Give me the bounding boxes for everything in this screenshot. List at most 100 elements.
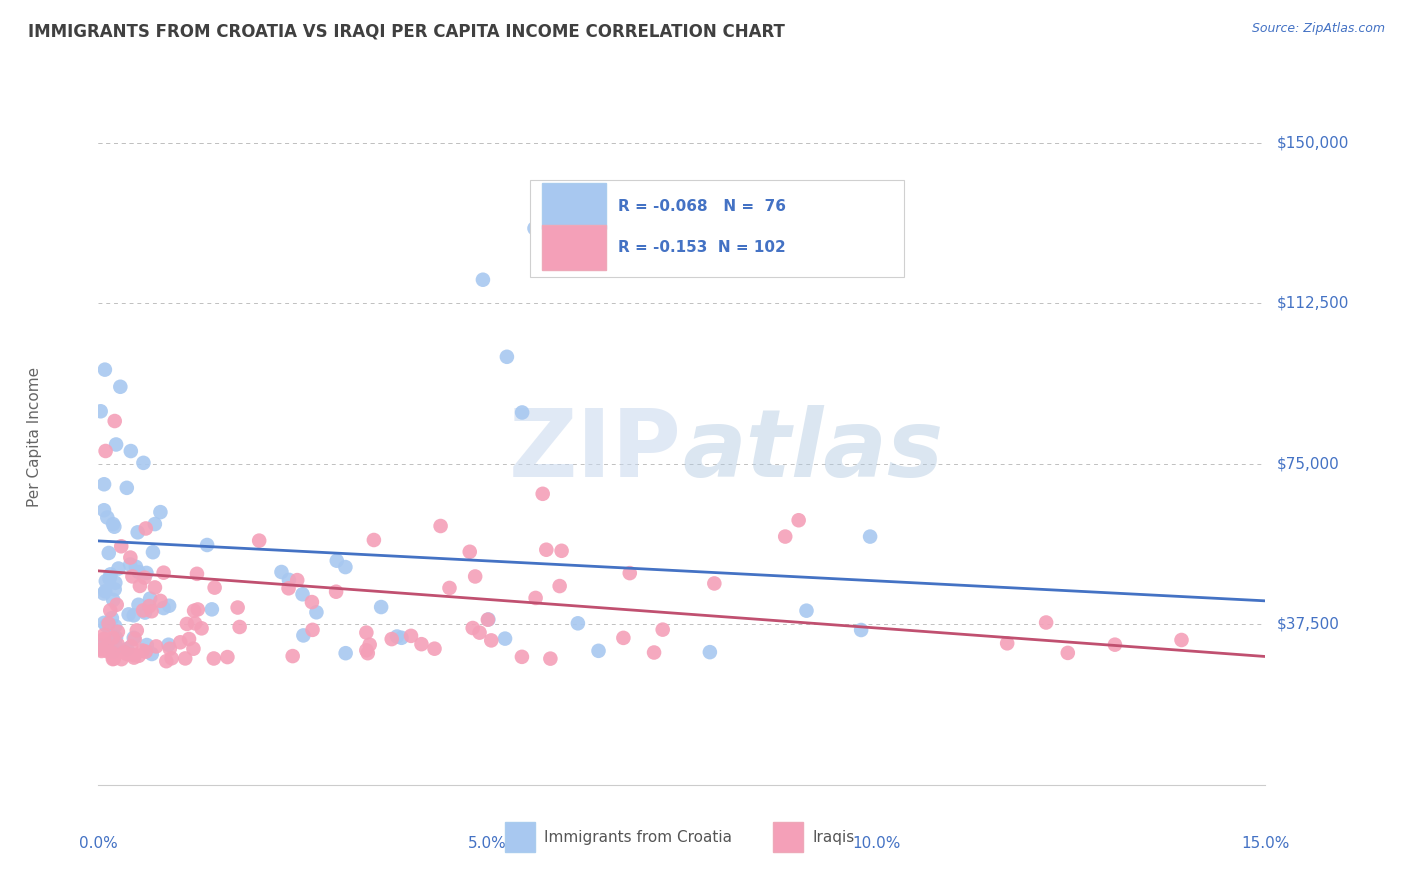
Point bbox=[135, 566, 157, 580]
Point bbox=[124, 632, 146, 646]
Point bbox=[122, 608, 145, 623]
Point bbox=[131, 643, 153, 657]
Point bbox=[120, 444, 142, 458]
Text: $37,500: $37,500 bbox=[1277, 617, 1340, 632]
Point bbox=[135, 645, 157, 659]
Text: Iraqis: Iraqis bbox=[813, 830, 855, 845]
Point bbox=[423, 641, 446, 656]
Point bbox=[471, 273, 494, 287]
Point bbox=[101, 644, 124, 658]
Text: R = -0.068   N =  76: R = -0.068 N = 76 bbox=[617, 199, 786, 213]
Point bbox=[773, 530, 796, 544]
Point bbox=[496, 350, 519, 364]
Point bbox=[101, 517, 124, 532]
Point bbox=[157, 599, 180, 613]
Text: $150,000: $150,000 bbox=[1277, 136, 1348, 150]
Point bbox=[479, 633, 502, 648]
Point bbox=[1170, 632, 1192, 647]
Point bbox=[464, 569, 486, 583]
Point bbox=[138, 599, 160, 613]
Point bbox=[103, 593, 125, 607]
Point bbox=[97, 546, 120, 560]
Point bbox=[270, 565, 292, 579]
Point bbox=[110, 380, 132, 394]
Point bbox=[995, 636, 1018, 650]
Point bbox=[796, 604, 818, 618]
Point bbox=[1056, 646, 1078, 660]
Point bbox=[90, 642, 112, 657]
Point bbox=[120, 558, 142, 572]
Point bbox=[301, 623, 323, 637]
Point bbox=[122, 631, 145, 645]
Point bbox=[121, 569, 143, 583]
Point bbox=[122, 650, 145, 665]
FancyBboxPatch shape bbox=[505, 822, 534, 853]
Point bbox=[186, 566, 208, 581]
Point bbox=[305, 605, 328, 619]
Point bbox=[128, 565, 150, 579]
Point bbox=[184, 616, 207, 631]
Point bbox=[110, 539, 132, 553]
Point bbox=[93, 586, 115, 600]
Point bbox=[125, 559, 148, 574]
Point bbox=[103, 519, 125, 533]
Point bbox=[98, 572, 121, 586]
Point bbox=[429, 519, 451, 533]
Text: 5.0%: 5.0% bbox=[468, 837, 506, 851]
Text: Immigrants from Croatia: Immigrants from Croatia bbox=[544, 830, 733, 845]
Point bbox=[217, 650, 239, 665]
Point bbox=[357, 646, 380, 660]
Point bbox=[538, 651, 561, 665]
Point bbox=[104, 637, 127, 651]
FancyBboxPatch shape bbox=[773, 822, 803, 853]
Point bbox=[523, 221, 546, 235]
Point bbox=[370, 600, 392, 615]
Point bbox=[155, 654, 177, 668]
Point bbox=[115, 481, 138, 495]
Point bbox=[107, 561, 129, 575]
Point bbox=[548, 579, 571, 593]
Point bbox=[190, 621, 212, 635]
Point bbox=[152, 601, 174, 615]
Text: Source: ZipAtlas.com: Source: ZipAtlas.com bbox=[1251, 22, 1385, 36]
Point bbox=[439, 581, 461, 595]
Point bbox=[226, 600, 249, 615]
Point bbox=[285, 573, 308, 587]
Point bbox=[787, 513, 810, 527]
Point bbox=[94, 574, 117, 588]
Point bbox=[110, 652, 132, 666]
Point bbox=[651, 623, 673, 637]
Point bbox=[201, 602, 224, 616]
Point bbox=[135, 521, 157, 535]
Point bbox=[128, 598, 150, 612]
Point bbox=[134, 571, 156, 585]
Point bbox=[567, 616, 589, 631]
Point bbox=[849, 623, 872, 637]
Point bbox=[94, 618, 117, 632]
Point bbox=[326, 554, 349, 568]
Point bbox=[120, 640, 142, 654]
Text: 15.0%: 15.0% bbox=[1241, 837, 1289, 851]
Point bbox=[97, 637, 120, 651]
Point bbox=[101, 611, 124, 625]
Point bbox=[411, 637, 433, 651]
Point bbox=[458, 545, 481, 559]
Point bbox=[381, 632, 404, 646]
Point bbox=[143, 517, 166, 532]
Point bbox=[100, 567, 122, 582]
Point bbox=[104, 575, 127, 590]
Point bbox=[96, 510, 118, 524]
Point bbox=[335, 646, 357, 660]
Text: R = -0.153  N = 102: R = -0.153 N = 102 bbox=[617, 240, 786, 255]
Point bbox=[128, 579, 150, 593]
Point bbox=[122, 648, 145, 663]
Point bbox=[550, 543, 572, 558]
Text: IMMIGRANTS FROM CROATIA VS IRAQI PER CAPITA INCOME CORRELATION CHART: IMMIGRANTS FROM CROATIA VS IRAQI PER CAP… bbox=[28, 22, 785, 40]
Point bbox=[468, 625, 491, 640]
Point bbox=[94, 444, 117, 458]
Point bbox=[117, 647, 139, 661]
FancyBboxPatch shape bbox=[541, 225, 606, 270]
Point bbox=[90, 404, 112, 418]
Point bbox=[399, 629, 422, 643]
Point bbox=[247, 533, 270, 548]
